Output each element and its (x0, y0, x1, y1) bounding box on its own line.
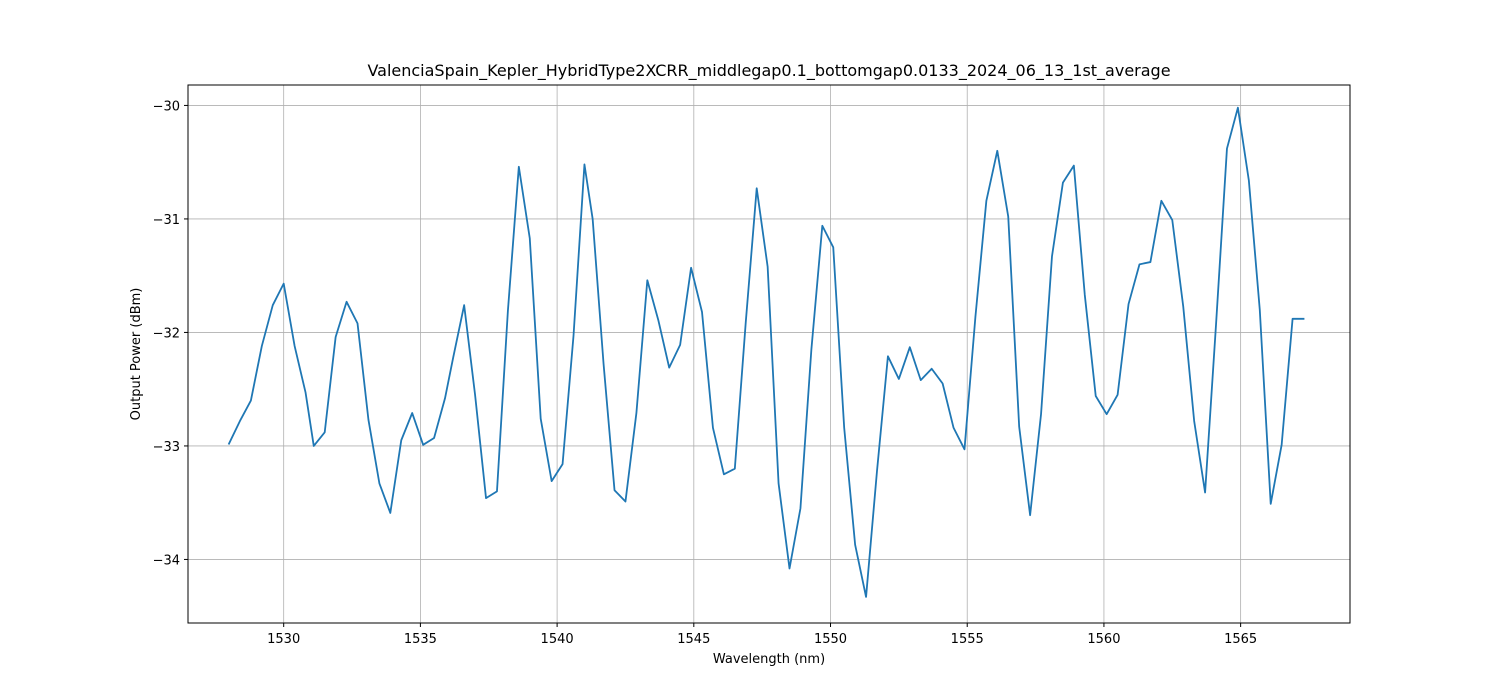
x-tick-label: 1535 (404, 632, 437, 647)
grid (188, 85, 1350, 623)
x-tick-label: 1540 (541, 632, 574, 647)
x-tick-label: 1545 (677, 632, 710, 647)
x-tick-label: 1555 (951, 632, 984, 647)
y-tick-label: −30 (153, 99, 180, 114)
y-tick-label: −32 (153, 326, 180, 341)
data-series-line (227, 106, 1305, 598)
y-axis-label: Output Power (dBm) (129, 288, 144, 421)
y-axis-ticks: −34 −33 −32 −31 −30 (153, 99, 188, 568)
x-axis-label: Wavelength (nm) (713, 652, 825, 667)
x-tick-label: 1550 (814, 632, 847, 647)
chart-title: ValenciaSpain_Kepler_HybridType2XCRR_mid… (367, 61, 1170, 81)
x-tick-label: 1530 (267, 632, 300, 647)
data-line-group (227, 106, 1305, 598)
y-tick-label: −31 (153, 213, 180, 228)
y-tick-label: −33 (153, 440, 180, 455)
plot-frame (187, 84, 1351, 624)
x-tick-label: 1565 (1224, 632, 1257, 647)
y-tick-label: −34 (153, 553, 180, 568)
x-axis-ticks: 1530 1535 1540 1545 1550 1555 1560 1565 (267, 623, 1257, 647)
x-tick-label: 1560 (1087, 632, 1120, 647)
